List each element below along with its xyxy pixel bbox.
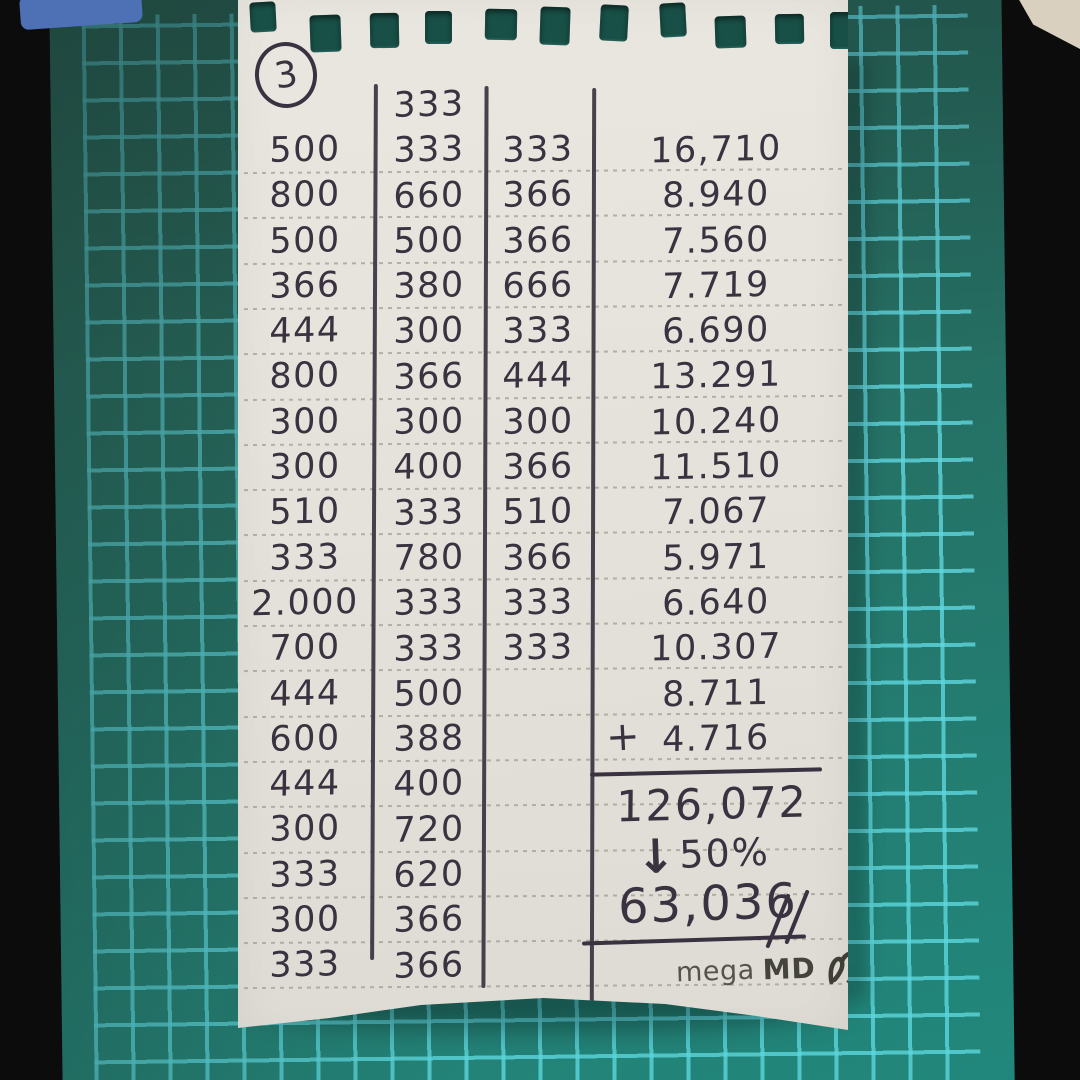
handwritten-number: 366 — [502, 174, 574, 216]
handwritten-number: 400 — [393, 763, 465, 805]
handwritten-number: 444 — [269, 672, 341, 715]
handwritten-number: 444 — [502, 355, 574, 397]
handwritten-number: 11.510 — [650, 445, 782, 489]
notepad-paper: 3 500 800 500 366 444 800 300 300 510 333 2.000 700… — [238, 0, 848, 1030]
handwritten-number: 366 — [269, 264, 341, 307]
handwritten-number: 380 — [393, 265, 465, 307]
handwritten-number: 600 — [269, 717, 341, 760]
handwritten-number: 333 — [502, 581, 574, 624]
torn-hole — [539, 6, 571, 46]
column-2: 333 333 660 500 380 300 366 300 400 333 780 333 333 5… — [378, 82, 480, 988]
handwritten-number: 333 — [502, 128, 574, 171]
handwritten-number: 366 — [502, 536, 574, 579]
handwritten-number: 333 — [269, 853, 341, 896]
handwritten-number: 366 — [502, 219, 574, 262]
torn-hole — [249, 1, 277, 33]
handwritten-number: 7.067 — [661, 490, 771, 534]
handwritten-number: 388 — [393, 717, 465, 760]
handwritten-number: 8.711 — [661, 671, 771, 715]
handwritten-number: 300 — [393, 400, 465, 443]
sum-line — [589, 767, 823, 777]
handwritten-number: 700 — [269, 627, 341, 669]
handwritten-number: 10.240 — [650, 399, 782, 443]
handwritten-number: 333 — [393, 83, 465, 126]
column-1: 500 800 500 366 444 800 300 300 510 333 2.000 700 44… — [240, 127, 370, 988]
down-arrow-icon: ↓ — [635, 828, 677, 886]
handwritten-number: 300 — [269, 445, 341, 488]
handwritten-number: 5.971 — [661, 536, 771, 579]
handwritten-number: 444 — [269, 762, 341, 805]
handwritten-number: 333 — [502, 627, 574, 669]
handwritten-number: 2.000 — [250, 581, 360, 624]
logo-word-md: MD — [762, 951, 817, 986]
column-4: 16,710 8.940 7.560 7.719 6.690 13.291 10.240 11… — [594, 127, 838, 761]
handwritten-number: 400 — [393, 446, 465, 488]
handwritten-number: 800 — [269, 355, 341, 397]
torn-hole — [599, 4, 629, 42]
handwritten-number: 300 — [269, 808, 341, 850]
handwritten-number: 366 — [393, 944, 465, 987]
handwritten-number: 500 — [393, 219, 465, 262]
handwritten-number: 300 — [269, 898, 341, 941]
logo-word-mega: mega — [675, 954, 756, 988]
torn-hole — [425, 11, 452, 44]
handwritten-number: 8.940 — [661, 173, 771, 217]
handwritten-number: 366 — [393, 899, 465, 941]
handwritten-number: 800 — [269, 174, 341, 216]
handwritten-number: 300 — [269, 400, 341, 443]
logo-script-glyph — [828, 951, 848, 985]
torn-hole — [774, 13, 805, 45]
torn-hole — [369, 12, 400, 49]
torn-hole — [484, 8, 518, 41]
handwritten-number: 366 — [393, 355, 465, 398]
discount-label: 50% — [678, 829, 771, 877]
plus-sign: + — [604, 713, 641, 761]
handwritten-number: 6.640 — [661, 581, 771, 624]
handwritten-number: 500 — [269, 128, 341, 171]
handwritten-number: 333 — [393, 129, 465, 171]
torn-hole — [659, 2, 687, 38]
handwritten-number: 510 — [269, 491, 341, 533]
mega-md-logo: mega MD — [675, 945, 848, 994]
handwritten-number: 300 — [502, 400, 574, 443]
page-number: 3 — [271, 53, 301, 97]
handwritten-number: 366 — [502, 445, 574, 488]
handwritten-number: 13.291 — [650, 354, 782, 398]
handwritten-number: 10.307 — [650, 626, 782, 670]
torn-hole — [309, 14, 342, 53]
handwritten-number: 444 — [269, 310, 341, 352]
handwritten-number: 333 — [393, 491, 465, 534]
handwritten-number: 333 — [393, 582, 465, 624]
torn-hole — [714, 15, 747, 49]
handwritten-number: 333 — [393, 627, 465, 670]
handwritten-number: 500 — [269, 219, 341, 262]
desk-corner-object — [1019, 0, 1080, 49]
handwritten-number: 7.719 — [661, 264, 771, 307]
handwritten-number: 510 — [502, 491, 574, 533]
handwritten-number: 333 — [269, 944, 341, 986]
handwritten-number: 780 — [393, 536, 465, 579]
handwritten-number: 666 — [502, 264, 574, 307]
handwritten-number: 16,710 — [650, 128, 782, 172]
handwritten-number: 333 — [502, 310, 574, 352]
handwritten-number: 6.690 — [661, 309, 771, 353]
handwritten-number: 720 — [393, 808, 465, 851]
handwritten-number: 620 — [393, 853, 465, 896]
handwritten-number: 500 — [393, 672, 465, 715]
subtotal-value: 126,072 — [615, 777, 809, 833]
handwritten-number: 7.560 — [661, 219, 771, 262]
handwritten-number: 333 — [269, 536, 341, 579]
handwritten-number: 660 — [393, 174, 465, 217]
column-3: 333 366 366 666 333 444 300 366 510 366 333 333 — [488, 127, 588, 671]
handwritten-number: 300 — [393, 310, 465, 352]
torn-hole — [830, 12, 848, 49]
